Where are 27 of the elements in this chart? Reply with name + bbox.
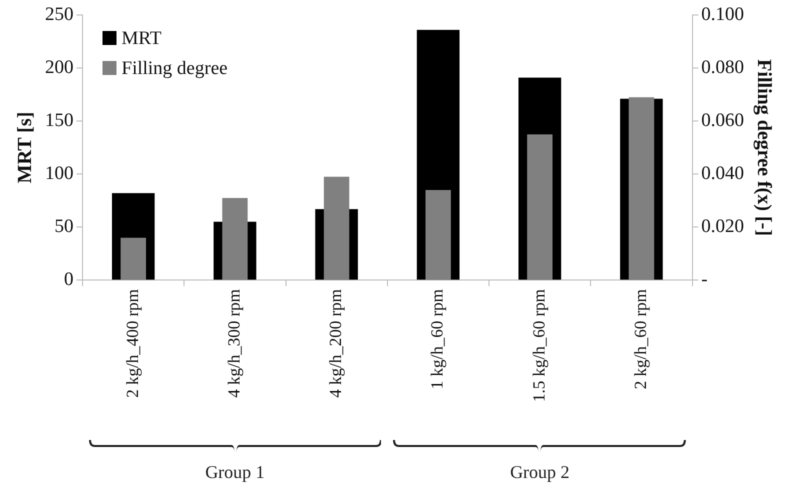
x-tick-label: 4 kg/h_300 rpm: [224, 289, 244, 398]
text: Group 1: [205, 462, 265, 483]
y-tick-label: 0: [64, 269, 74, 290]
y-tick-label: 200: [45, 57, 74, 78]
y-tick-label: 50: [54, 216, 74, 238]
y-tick-label: 100: [45, 163, 74, 184]
y2-tick-label: -: [701, 269, 708, 290]
y-tick-label: 250: [45, 4, 74, 25]
y2-tick-label: 0.060: [701, 110, 744, 132]
legend-label: MRT: [122, 28, 162, 49]
legend-label: Filling degree: [122, 58, 228, 79]
y2-tick-label: 0.080: [701, 57, 744, 78]
x-tick-label: 4 kg/h_200 rpm: [326, 289, 346, 398]
text: Group 2: [510, 462, 570, 483]
x-tick-label: 2 kg/h_60 rpm: [630, 289, 650, 390]
x-tick-label: 2 kg/h_400 rpm: [122, 289, 142, 398]
x-tick-label: 1.5 kg/h_60 rpm: [529, 289, 548, 402]
y2-axis-title: Filling degree f(x) [-]: [752, 59, 775, 236]
y2-tick-label: 0.100: [701, 4, 744, 25]
y-axis-title: MRT [s]: [14, 112, 36, 184]
bar: [120, 238, 146, 280]
y2-tick-label: 0.020: [701, 216, 744, 238]
bar: [425, 190, 451, 280]
y-tick-label: 150: [45, 110, 74, 132]
x-tick-label: 1 kg/h_60 rpm: [428, 289, 447, 390]
y2-tick-label: 0.040: [701, 163, 744, 184]
bar: [527, 134, 553, 280]
